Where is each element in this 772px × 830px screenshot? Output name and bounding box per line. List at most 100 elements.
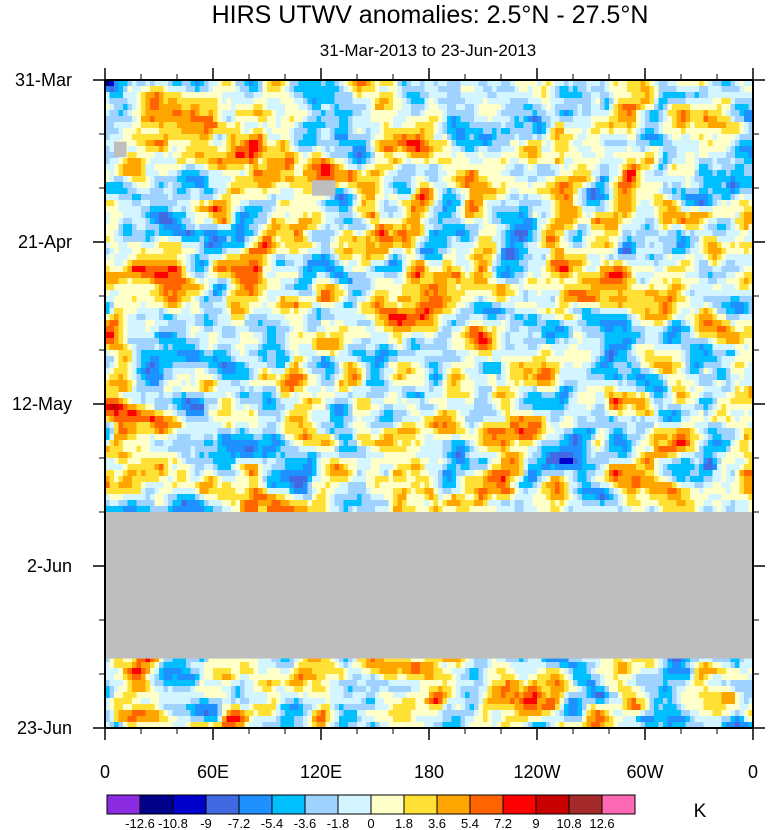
field-cell [379, 134, 385, 141]
field-cell [258, 104, 264, 111]
field-cell [591, 104, 597, 111]
field-cell [177, 200, 183, 207]
field-cell [600, 110, 606, 117]
field-cell [618, 140, 624, 147]
field-cell [510, 200, 516, 207]
field-cell [640, 278, 646, 285]
field-cell [532, 104, 538, 111]
field-cell [717, 230, 723, 237]
field-cell [555, 92, 561, 99]
field-cell [334, 146, 340, 153]
field-cell [627, 164, 633, 171]
field-cell [415, 212, 421, 219]
field-cell [532, 164, 538, 171]
field-cell [321, 236, 327, 243]
field-cell [154, 146, 160, 153]
field-cell [568, 188, 574, 195]
field-cell [217, 200, 223, 207]
field-cell [168, 206, 174, 213]
field-cell [379, 182, 385, 189]
field-cell [555, 188, 561, 195]
field-cell [280, 200, 286, 207]
field-cell [501, 188, 507, 195]
field-cell [217, 224, 223, 231]
field-cell [721, 236, 727, 243]
field-cell [537, 98, 543, 105]
field-cell [604, 248, 610, 255]
field-cell [703, 122, 709, 129]
field-cell [366, 170, 372, 177]
field-cell [604, 260, 610, 267]
field-cell [213, 140, 219, 147]
field-cell [730, 146, 736, 153]
field-cell [667, 140, 673, 147]
field-cell [582, 110, 588, 117]
field-cell [411, 188, 417, 195]
field-cell [663, 188, 669, 195]
field-cell [519, 254, 525, 261]
field-cell [118, 236, 124, 243]
field-cell [424, 128, 430, 135]
field-cell [352, 152, 358, 159]
field-cell [213, 218, 219, 225]
field-cell [577, 86, 583, 93]
field-cell [550, 230, 556, 237]
field-cell [438, 194, 444, 201]
field-cell [334, 122, 340, 129]
field-cell [343, 230, 349, 237]
field-cell [294, 284, 300, 291]
field-cell [586, 80, 592, 87]
field-cell [285, 104, 291, 111]
field-cell [375, 224, 381, 231]
field-cell [244, 194, 250, 201]
field-cell [739, 242, 745, 249]
field-cell [267, 212, 273, 219]
field-cell [123, 86, 129, 93]
field-cell [501, 254, 507, 261]
field-cell [447, 182, 453, 189]
field-cell [492, 278, 498, 285]
field-cell [262, 284, 268, 291]
field-cell [222, 116, 228, 123]
field-cell [195, 242, 201, 249]
field-cell [123, 248, 129, 255]
field-cell [739, 164, 745, 171]
field-cell [433, 260, 439, 267]
field-cell [708, 116, 714, 123]
field-cell [735, 254, 741, 261]
field-cell [663, 128, 669, 135]
field-cell [469, 224, 475, 231]
field-cell [726, 122, 732, 129]
field-cell [438, 92, 444, 99]
field-cell [370, 98, 376, 105]
field-cell [118, 176, 124, 183]
field-cell [568, 182, 574, 189]
field-cell [501, 224, 507, 231]
field-cell [141, 272, 147, 279]
field-cell [177, 140, 183, 147]
field-cell [226, 200, 232, 207]
field-cell [240, 224, 246, 231]
field-cell [465, 98, 471, 105]
field-cell [600, 158, 606, 165]
field-cell [325, 242, 331, 249]
field-cell [150, 230, 156, 237]
field-cell [573, 170, 579, 177]
field-cell [474, 230, 480, 237]
field-cell [298, 212, 304, 219]
field-cell [415, 158, 421, 165]
field-cell [658, 80, 664, 87]
field-cell [204, 278, 210, 285]
field-cell [577, 110, 583, 117]
field-cell [307, 170, 313, 177]
field-cell [586, 176, 592, 183]
field-cell [424, 86, 430, 93]
field-cell [474, 206, 480, 213]
field-cell [339, 182, 345, 189]
field-cell [582, 188, 588, 195]
field-cell [132, 194, 138, 201]
field-cell [415, 116, 421, 123]
field-cell [271, 182, 277, 189]
field-cell [465, 206, 471, 213]
field-cell [676, 254, 682, 261]
